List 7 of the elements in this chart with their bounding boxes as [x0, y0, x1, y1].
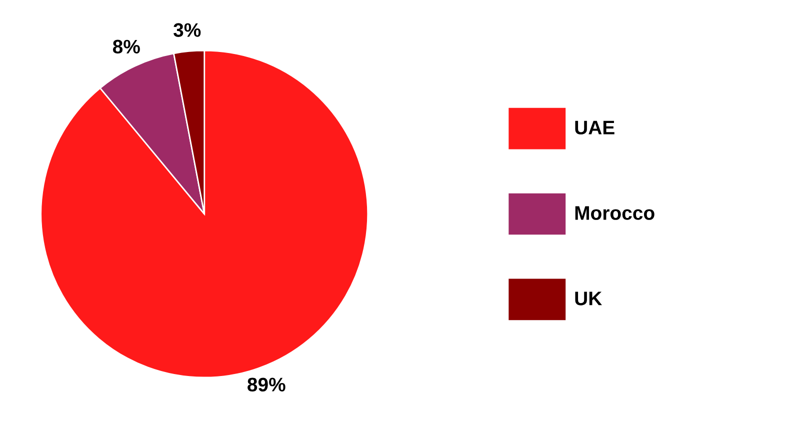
pie-slice: [99, 52, 206, 215]
data-label: 8%: [112, 40, 140, 54]
data-label: 3%: [174, 23, 201, 37]
data-label: 89%: [248, 378, 286, 392]
legend-label: UK: [575, 292, 602, 306]
legend-label: UAE: [575, 120, 614, 134]
legend-label: Morocco: [575, 206, 654, 220]
